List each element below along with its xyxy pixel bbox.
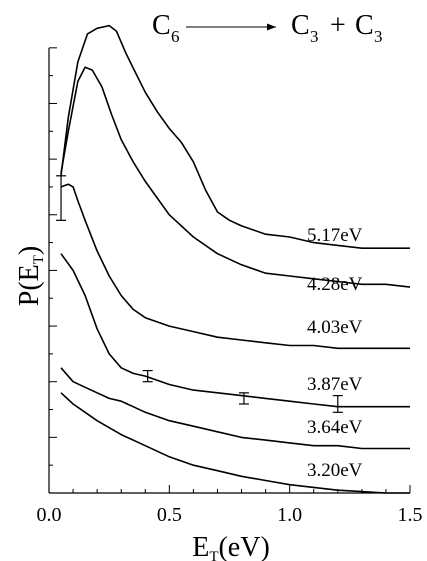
x-tick-label: 1.0 (277, 504, 302, 526)
title-plus: + (330, 10, 346, 41)
series-label-0: 5.17eV (307, 225, 363, 246)
series-label-3: 3.87eV (307, 374, 363, 395)
series-line-4 (60, 367, 410, 450)
series-layer (60, 24, 411, 494)
error-bar (56, 175, 67, 221)
title-product-b: C (355, 10, 374, 41)
series-label-1: 4.28eV (307, 274, 363, 295)
title-product-a: C (291, 10, 310, 41)
title-reactant-sub: 6 (171, 27, 180, 46)
error-bar (332, 395, 343, 413)
series-line-0 (60, 24, 410, 249)
x-tick-label: 1.5 (398, 504, 423, 526)
y-ticks (49, 47, 57, 494)
series-label-5: 3.20eV (307, 460, 363, 481)
x-tick-label: 0.5 (157, 504, 182, 526)
x-tick-labels: 0.0 0.5 1.0 1.5 (37, 504, 423, 526)
y-axis-label: P(ET) (14, 246, 47, 307)
title-product-b-sub: 3 (374, 27, 383, 46)
series-labels: 5.17eV 4.28eV 4.03eV 3.87eV 3.64eV 3.20eV (307, 225, 363, 481)
error-bar (142, 369, 153, 383)
series-label-4: 3.64eV (307, 417, 363, 438)
errorbar-layer (56, 175, 343, 413)
title-arrow-head (267, 23, 276, 31)
axes: 0.0 0.5 1.0 1.5 (37, 47, 423, 526)
series-label-2: 4.03eV (307, 317, 363, 338)
error-bar (238, 392, 249, 405)
series-line-1 (60, 66, 411, 288)
x-tick-label: 0.0 (37, 504, 62, 526)
series-line-5 (60, 392, 410, 494)
title-reactant: C (152, 10, 171, 41)
series-line-2 (60, 183, 410, 350)
title-product-a-sub: 3 (310, 27, 319, 46)
chart-title: C 6 C 3 + C 3 (152, 10, 383, 46)
x-axis-label: ET(eV) (192, 532, 270, 561)
